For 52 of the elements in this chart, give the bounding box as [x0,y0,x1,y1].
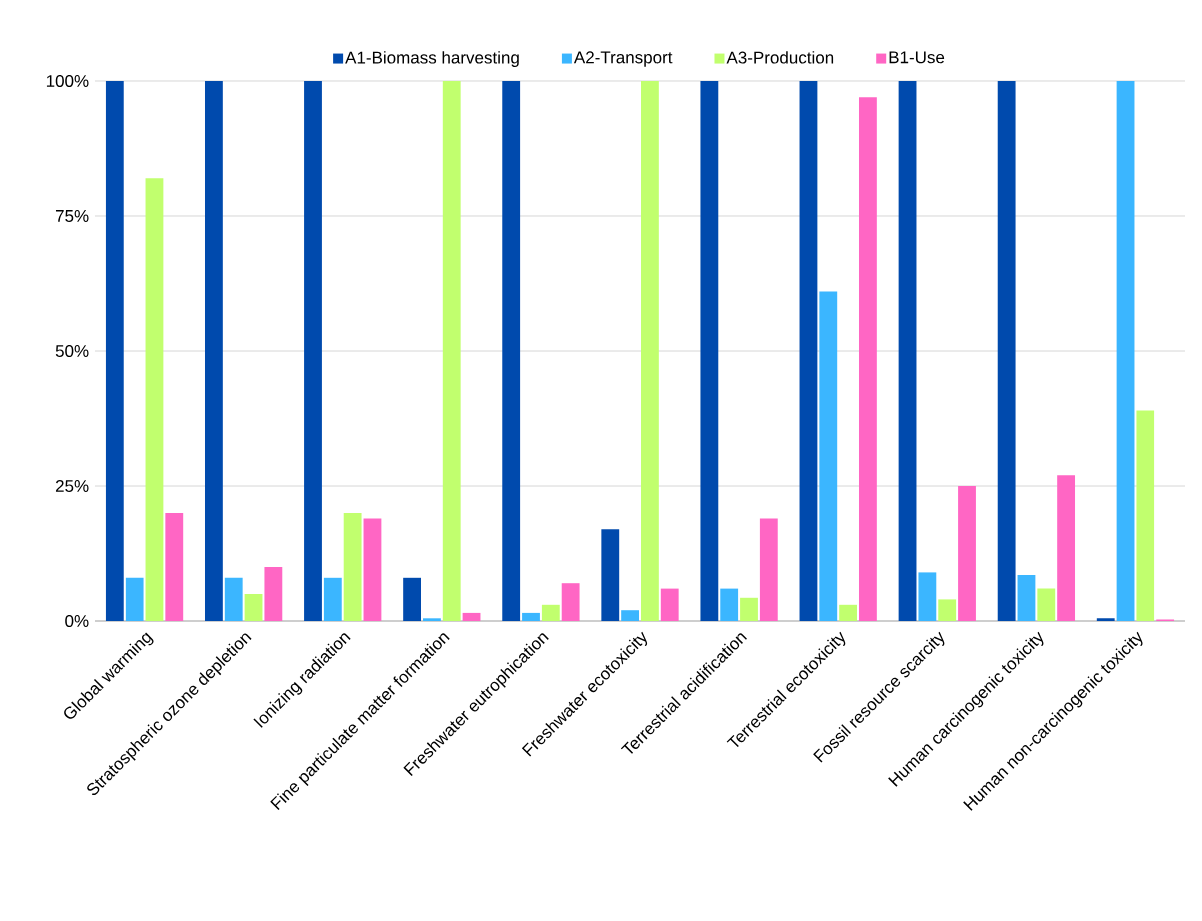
bar [621,610,640,621]
bar [938,599,957,621]
bar [641,81,659,621]
bar [918,572,937,621]
bar [522,612,540,621]
bar [204,81,223,621]
bar [343,513,362,621]
bar [799,81,818,621]
y-tick-label: 100% [46,74,89,88]
bar [224,577,243,621]
bar [958,486,976,621]
y-tick-label: 75% [55,210,89,222]
y-tick-label: 50% [55,344,89,358]
legend-label: B1-Use [889,51,945,64]
bar [1057,475,1076,621]
bar [105,81,124,621]
bar [839,604,858,621]
bar [165,513,184,621]
bar [442,81,461,621]
bar [462,612,481,621]
bar [700,81,719,621]
bar [720,588,739,621]
bar [1017,575,1036,621]
legend-label: A1-Biomass harvesting [345,51,519,67]
bar [125,577,144,621]
bar [997,81,1016,621]
bar [819,291,838,621]
bar [403,577,422,621]
y-tick-label: 25% [55,479,89,493]
bar [898,81,917,621]
bar [304,81,322,621]
bar [1037,588,1056,621]
bar [740,597,758,621]
bar [759,518,778,621]
bar [502,81,521,621]
bar [541,604,560,621]
bar [363,518,382,621]
bar [859,97,877,621]
bar [323,577,342,621]
y-tick-label: 0% [65,614,89,628]
bar [244,594,263,621]
bar [561,583,580,621]
bar [145,178,164,621]
bar [1136,410,1155,621]
bar [1116,81,1135,621]
bar [601,529,620,621]
bar [1096,618,1115,621]
bar [264,567,283,621]
bar [422,618,441,621]
legend-label: A3-Production [726,51,834,64]
bar [660,588,679,621]
legend-label: A2-Transport [573,51,673,67]
